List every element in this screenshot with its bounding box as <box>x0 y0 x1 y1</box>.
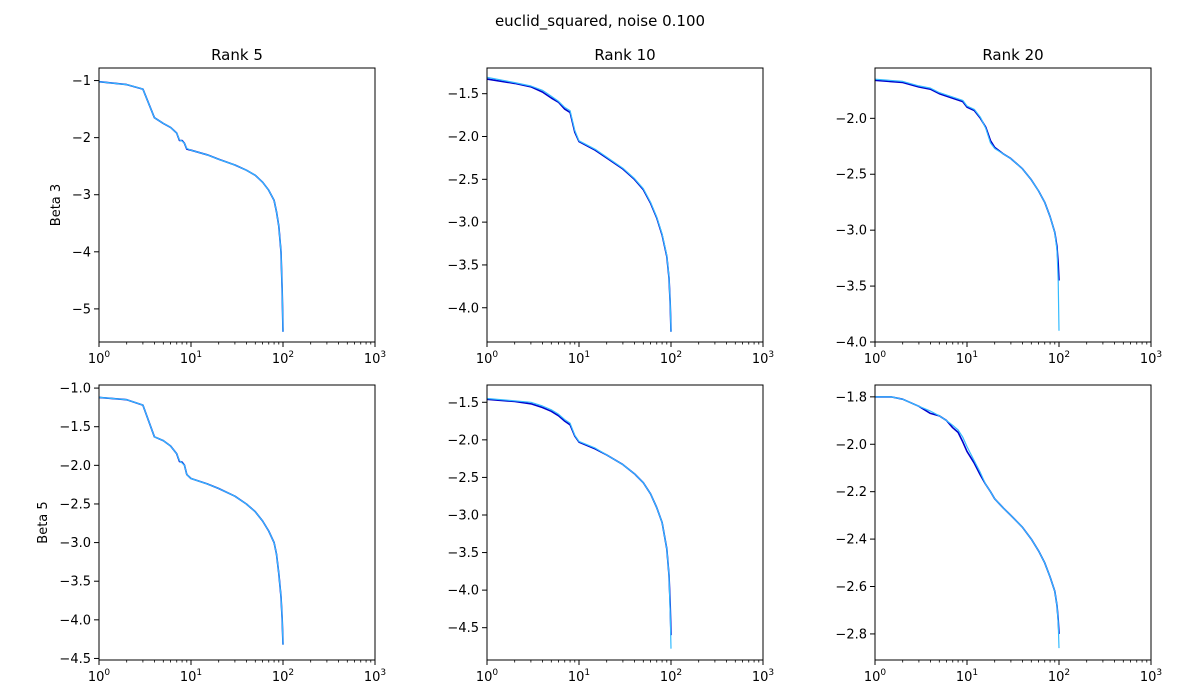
y-axis-label: Beta 5 <box>36 501 51 543</box>
subplot-3: 100 101 102 103 −2.0 −2.5 −3.0 −3.5 −4.0 Rank 20 <box>835 46 1162 367</box>
x-tick-label: 103 <box>1140 350 1162 367</box>
y-tick-label: −2.0 <box>447 433 479 448</box>
y-tick-label: −2.5 <box>447 173 479 188</box>
x-tick-label: 102 <box>1048 668 1070 685</box>
series-line-1 <box>486 78 672 332</box>
y-tick-label: −4.0 <box>59 613 91 628</box>
y-tick-label: −2.5 <box>59 497 91 512</box>
subplot-title: Rank 20 <box>982 46 1043 64</box>
y-tick-label: −3 <box>72 188 91 203</box>
axes-frame <box>486 384 764 661</box>
y-tick-label: −2.4 <box>835 533 867 548</box>
x-tick-label: 100 <box>476 350 499 367</box>
x-tick-label: 101 <box>568 350 590 367</box>
x-tick-label: 101 <box>956 668 978 685</box>
x-tick-label: 100 <box>88 350 111 367</box>
x-tick-label: 102 <box>272 350 294 367</box>
x-tick-label: 103 <box>364 668 386 685</box>
subplot-1: 100 101 102 103 −1 −2 −3 −4 −5 Rank 5 Beta 3 <box>49 46 386 367</box>
y-tick-label: −1 <box>72 74 91 89</box>
y-tick-label: −2.6 <box>835 580 867 595</box>
y-tick-label: −4.0 <box>835 336 867 351</box>
y-tick-label: −4.0 <box>447 584 479 599</box>
x-tick-label: 102 <box>660 668 682 685</box>
x-tick-label: 102 <box>1048 350 1070 367</box>
y-tick-label: −3.0 <box>835 224 867 239</box>
y-tick-label: −5 <box>72 302 91 317</box>
y-tick-label: −3.5 <box>447 546 479 561</box>
y-tick-label: −2.2 <box>835 485 867 500</box>
subplot-6: 100 101 102 103 −1.8 −2.0 −2.2 −2.4 −2.6 −2.8 <box>835 384 1162 685</box>
y-tick-label: −2.5 <box>447 471 479 486</box>
series-line-1 <box>486 398 672 636</box>
series-line-2 <box>874 78 1060 331</box>
x-tick-label: 103 <box>364 350 386 367</box>
series-line-2 <box>875 396 1060 649</box>
x-tick-label: 101 <box>956 350 978 367</box>
series-line-2 <box>98 396 284 645</box>
series-line-1 <box>875 396 1060 634</box>
x-tick-label: 101 <box>568 668 590 685</box>
y-tick-label: −4 <box>72 245 91 260</box>
x-tick-label: 100 <box>864 350 887 367</box>
y-tick-label: −4.5 <box>59 652 91 667</box>
y-tick-label: −3.5 <box>447 258 479 273</box>
y-tick-label: −3.5 <box>59 575 91 590</box>
y-tick-label: −2.0 <box>59 459 91 474</box>
y-tick-label: −4.5 <box>447 621 479 636</box>
y-tick-label: −1.8 <box>835 390 867 405</box>
series-line-1 <box>98 396 284 645</box>
subplot-5: 100 101 102 103 −1.5 −2.0 −2.5 −3.0 −3.5 −4.0 −4.5 <box>447 384 774 685</box>
x-tick-label: 101 <box>180 350 202 367</box>
axes-frame <box>486 67 764 343</box>
series-line-1 <box>98 80 284 332</box>
y-tick-label: −3.0 <box>447 216 479 231</box>
y-tick-label: −1.5 <box>59 420 91 435</box>
x-tick-label: 100 <box>864 668 887 685</box>
y-tick-label: −3.5 <box>835 280 867 295</box>
subplot-2: 100 101 102 103 −1.5 −2.0 −2.5 −3.0 −3.5 −4.0 Rank… <box>447 46 774 367</box>
x-tick-label: 101 <box>180 668 202 685</box>
x-tick-label: 103 <box>752 350 774 367</box>
y-tick-label: −2 <box>72 131 91 146</box>
y-tick-label: −2.0 <box>447 130 479 145</box>
y-tick-label: −2.5 <box>835 168 867 183</box>
axes-frame <box>98 67 376 343</box>
axes-frame <box>98 384 376 661</box>
subplot-grid: 100 101 102 103 −1 −2 −3 −4 −5 Rank 5 Beta 3 100 101… <box>36 46 1162 685</box>
x-tick-label: 103 <box>752 668 774 685</box>
y-tick-label: −1.0 <box>59 382 91 397</box>
y-tick-label: −1.5 <box>447 396 479 411</box>
y-tick-label: −2.0 <box>835 112 867 127</box>
y-tick-label: −1.5 <box>447 87 479 102</box>
series-line-2 <box>98 81 284 332</box>
y-tick-label: −3.0 <box>447 508 479 523</box>
x-tick-label: 100 <box>476 668 499 685</box>
y-tick-label: −2.0 <box>835 438 867 453</box>
x-tick-label: 100 <box>88 668 111 685</box>
y-tick-label: −4.0 <box>447 301 479 316</box>
x-tick-label: 103 <box>1140 668 1162 685</box>
y-tick-label: −2.8 <box>835 627 867 642</box>
x-tick-label: 102 <box>660 350 682 367</box>
y-axis-label: Beta 3 <box>49 184 64 226</box>
axes-frame <box>874 384 1152 661</box>
subplot-title: Rank 5 <box>211 46 263 64</box>
axes-frame <box>874 67 1152 343</box>
y-tick-label: −3.0 <box>59 536 91 551</box>
x-tick-label: 102 <box>272 668 294 685</box>
figure-suptitle: euclid_squared, noise 0.100 <box>495 12 705 31</box>
series-line-2 <box>486 76 672 332</box>
series-line-2 <box>486 397 672 649</box>
subplot-4: 100 101 102 103 −1.0 −1.5 −2.0 −2.5 −3.0 −3.5 −4.0… <box>36 382 386 685</box>
subplot-title: Rank 10 <box>594 46 655 64</box>
